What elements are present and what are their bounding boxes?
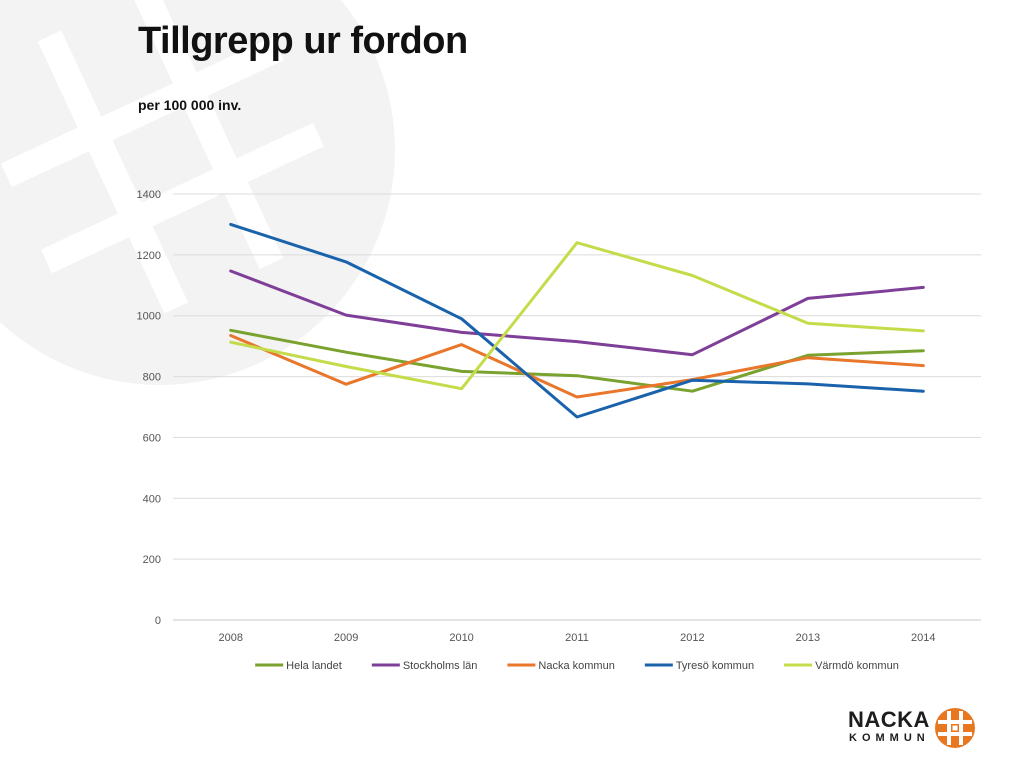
y-tick-label: 1200 bbox=[137, 250, 161, 262]
logo-wordmark-top: NACKA bbox=[848, 707, 930, 732]
legend-label: Tyresö kommun bbox=[676, 660, 754, 672]
y-tick-label: 800 bbox=[143, 372, 161, 384]
series-line bbox=[229, 269, 925, 357]
x-tick-label: 2008 bbox=[218, 632, 242, 644]
y-tick-label: 1000 bbox=[137, 311, 161, 323]
series-line bbox=[229, 328, 925, 393]
legend-label: Värmdö kommun bbox=[815, 660, 899, 672]
x-axis-tick-labels: 2008 2009 2010 2011 2012 2013 2014 bbox=[218, 632, 935, 644]
logo-wordmark-bottom: KOMMUN bbox=[849, 732, 930, 744]
legend-label: Nacka kommun bbox=[538, 660, 614, 672]
y-tick-label: 400 bbox=[143, 493, 161, 505]
y-tick-label: 1400 bbox=[137, 189, 161, 201]
y-axis-tick-labels: 0 200 400 600 800 1000 1200 1400 bbox=[137, 189, 161, 627]
x-tick-label: 2011 bbox=[565, 632, 589, 644]
x-tick-label: 2013 bbox=[796, 632, 820, 644]
slide-title: Tillgrepp ur fordon bbox=[138, 20, 468, 62]
y-tick-label: 600 bbox=[143, 432, 161, 444]
series-line bbox=[229, 241, 925, 391]
chart-legend: Hela landet Stockholms län Nacka kommun Tyr… bbox=[255, 660, 899, 672]
x-tick-label: 2012 bbox=[680, 632, 704, 644]
nacka-kommun-logo: NACKA KOMMUN bbox=[848, 705, 978, 751]
x-tick-label: 2010 bbox=[449, 632, 473, 644]
legend-label: Stockholms län bbox=[403, 660, 478, 672]
series-line bbox=[229, 334, 925, 399]
x-tick-label: 2014 bbox=[911, 632, 935, 644]
slide-subtitle: per 100 000 inv. bbox=[138, 97, 242, 113]
chart-series-lines bbox=[229, 222, 925, 419]
chart-gridlines bbox=[173, 193, 981, 621]
y-tick-label: 200 bbox=[143, 554, 161, 566]
legend-label: Hela landet bbox=[286, 660, 342, 672]
nacka-cross-emblem-icon bbox=[935, 708, 975, 748]
series-line bbox=[229, 222, 925, 419]
y-tick-label: 0 bbox=[155, 615, 161, 627]
x-tick-label: 2009 bbox=[334, 632, 358, 644]
